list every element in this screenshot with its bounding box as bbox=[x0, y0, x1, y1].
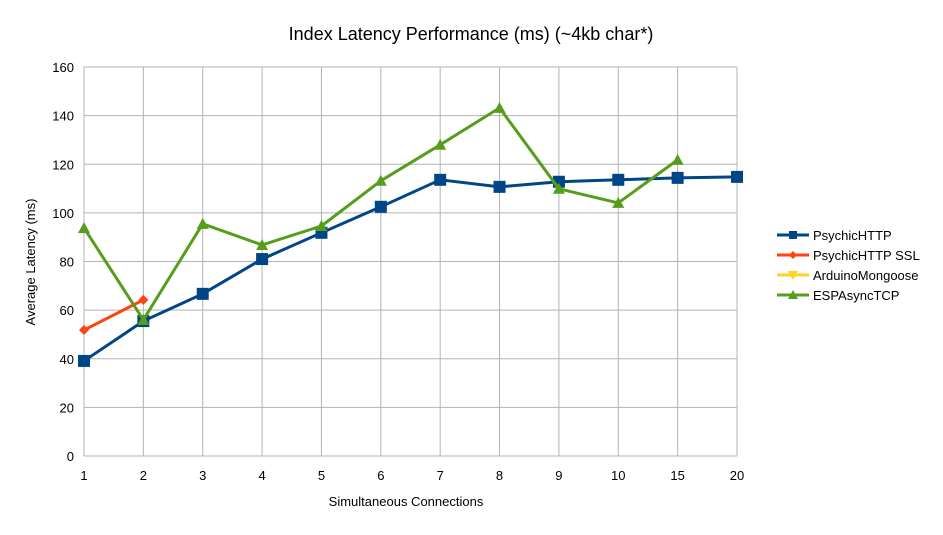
legend-label: PsychicHTTP SSL bbox=[813, 248, 920, 263]
legend-label: ArduinoMongoose bbox=[813, 268, 919, 283]
marker-square bbox=[434, 173, 447, 186]
y-tick-label: 20 bbox=[60, 400, 74, 415]
x-axis-label: Simultaneous Connections bbox=[329, 494, 484, 509]
marker-triangle-up bbox=[137, 313, 150, 325]
marker-triangle-up bbox=[78, 221, 90, 233]
x-tick-label: 4 bbox=[258, 468, 265, 483]
marker-triangle-up bbox=[493, 101, 506, 113]
marker-square bbox=[78, 354, 90, 367]
marker-triangle-up bbox=[374, 174, 387, 186]
legend-label: PsychicHTTP bbox=[813, 228, 892, 243]
series-psychichttp bbox=[78, 170, 743, 367]
legend-item: ESPAsyncTCP bbox=[777, 288, 899, 303]
marker-triangle-up bbox=[788, 290, 798, 299]
x-tick-label: 6 bbox=[377, 468, 384, 483]
marker-triangle-up bbox=[552, 182, 565, 194]
x-tick-label: 10 bbox=[611, 468, 625, 483]
x-tick-label: 2 bbox=[140, 468, 147, 483]
y-tick-label: 160 bbox=[52, 60, 74, 75]
marker-square bbox=[731, 170, 743, 183]
marker-triangle-up bbox=[671, 153, 684, 165]
y-tick-label: 40 bbox=[60, 352, 74, 367]
legend-label: ESPAsyncTCP bbox=[813, 288, 899, 303]
marker-triangle-up bbox=[256, 238, 269, 250]
y-tick-label: 0 bbox=[67, 449, 74, 464]
marker-square bbox=[196, 287, 209, 300]
marker-diamond bbox=[138, 294, 149, 305]
marker-triangle-down bbox=[788, 271, 798, 280]
y-tick-label: 80 bbox=[60, 255, 74, 270]
marker-triangle-up bbox=[612, 196, 625, 208]
chart-title: Index Latency Performance (ms) (~4kb cha… bbox=[289, 24, 654, 44]
legend-item: PsychicHTTP bbox=[777, 228, 892, 243]
x-tick-label: 3 bbox=[199, 468, 206, 483]
x-tick-label: 20 bbox=[730, 468, 744, 483]
marker-triangle-up bbox=[196, 217, 209, 229]
marker-square bbox=[612, 173, 625, 186]
marker-triangle-up bbox=[315, 220, 328, 232]
x-tick-label: 9 bbox=[555, 468, 562, 483]
x-tick-label: 8 bbox=[496, 468, 503, 483]
marker-diamond bbox=[789, 251, 797, 259]
x-tick-label: 5 bbox=[318, 468, 325, 483]
marker-triangle-up bbox=[434, 138, 447, 150]
y-tick-label: 100 bbox=[52, 206, 74, 221]
series-espasynctcp bbox=[78, 101, 684, 325]
y-tick-label: 60 bbox=[60, 303, 74, 318]
marker-square bbox=[671, 171, 684, 184]
x-tick-label: 15 bbox=[670, 468, 684, 483]
series-line bbox=[83, 175, 738, 363]
marker-square bbox=[789, 231, 797, 239]
marker-square bbox=[374, 200, 387, 213]
legend-item: ArduinoMongoose bbox=[777, 268, 919, 283]
y-tick-label: 140 bbox=[52, 109, 74, 124]
series-psychichttp-ssl bbox=[79, 294, 149, 336]
y-axis-label: Average Latency (ms) bbox=[23, 199, 38, 326]
legend-item: PsychicHTTP SSL bbox=[777, 248, 920, 263]
marker-diamond bbox=[79, 325, 89, 336]
marker-square bbox=[256, 253, 269, 266]
y-tick-label: 120 bbox=[52, 157, 74, 172]
marker-square bbox=[493, 180, 506, 193]
x-tick-label: 1 bbox=[80, 468, 87, 483]
x-tick-label: 7 bbox=[437, 468, 444, 483]
